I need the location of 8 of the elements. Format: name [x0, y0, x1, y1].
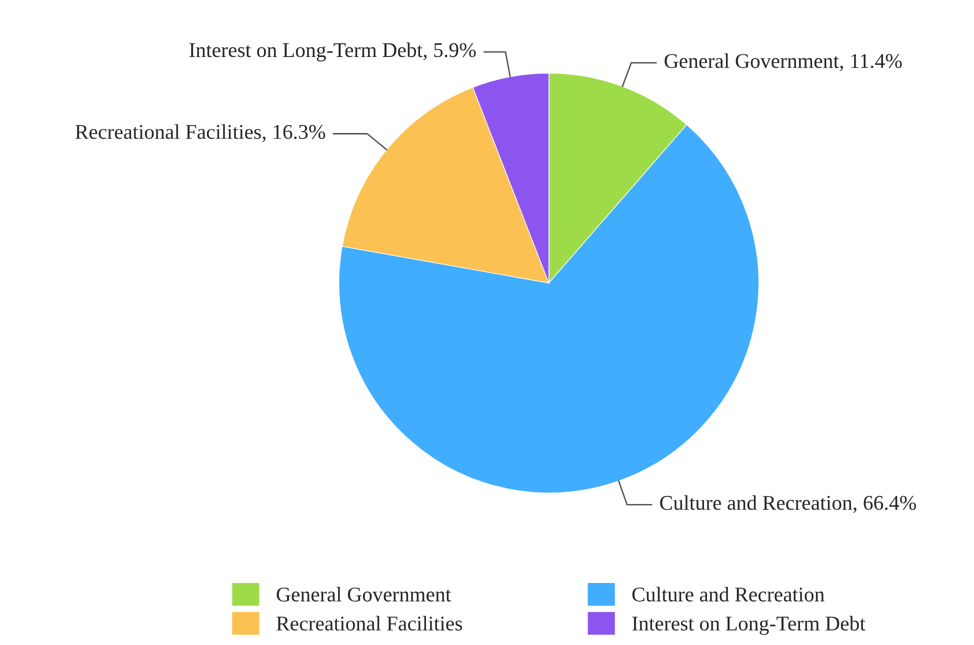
legend-label: General Government: [276, 586, 452, 602]
data-label: Culture and Recreation, 66.4%: [660, 495, 916, 513]
data-label: General Government, 11.4%: [664, 53, 902, 72]
data-label: Recreational Facilities, 16.3%: [75, 124, 326, 142]
data-label: Interest on Long-Term Debt, 5.9%: [189, 42, 476, 62]
legend-label: Interest on Long-Term Debt: [632, 616, 866, 635]
legend-label: Culture and Recreation: [632, 586, 824, 602]
legend-label: Recreational Facilities: [276, 616, 462, 631]
